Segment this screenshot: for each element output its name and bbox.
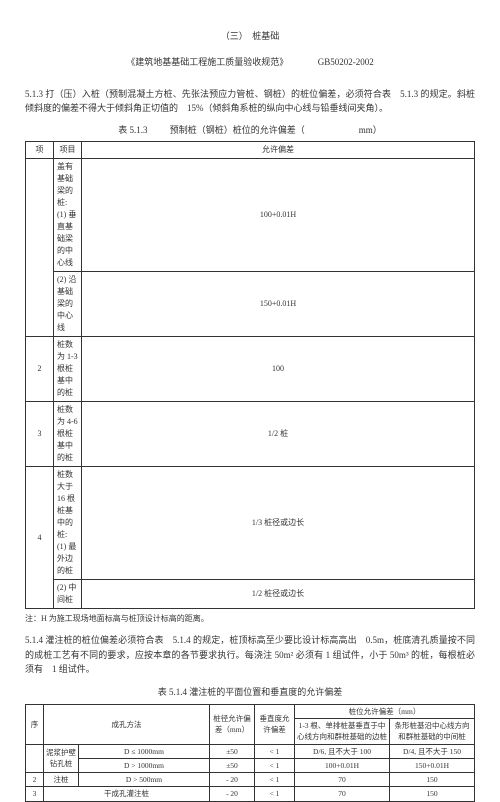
t1-cell: (2) 沿基础梁的中心线 [54, 272, 82, 337]
t1-cell: 桩数大于 16 根桩基中的桩: (1) 最外边的桩 [54, 467, 82, 580]
t2-cell: < 1 [255, 773, 295, 787]
t2-cell: ±50 [210, 758, 255, 772]
t2-head: 桩径允许偏差（mm） [210, 704, 255, 744]
t1-text: (1) 垂直基础梁的中心线 [57, 209, 78, 269]
t1-cell: 1/2 桩 [82, 402, 475, 467]
t1-cell: 1/2 桩径或边长 [82, 580, 475, 609]
spec-code: GB50202-2002 [318, 56, 374, 70]
t2-cell: 泥浆护壁钻孔桩 [44, 744, 79, 773]
t1-head-desc: 项目 [54, 142, 82, 159]
t1-cell: 100 [82, 337, 475, 402]
t2-cell: < 1 [255, 787, 295, 801]
t2-head: 成孔方法 [44, 704, 210, 744]
t1-cell: 2 [26, 337, 54, 402]
t2-cell: - 20 [210, 787, 255, 801]
t2-cell: D ≤ 1000mm [79, 744, 210, 758]
t2-cell [26, 744, 44, 773]
t1-cell: 3 [26, 402, 54, 467]
t2-cell: D/4, 且不大于 150 [390, 744, 475, 758]
t1-cell: 桩数为 4-6 根桩基中的桩 [54, 402, 82, 467]
paragraph-513: 5.1.3 打（压）入桩（预制混凝土方桩、先张法预应力管桩、钢桩）的桩位偏差，必… [25, 87, 475, 116]
t2-cell: 3 [26, 787, 44, 801]
t2-head: 条形桩基沿中心线方向和群桩基础的中间桩 [390, 719, 475, 745]
t2-cell: 150 [390, 787, 475, 801]
t2-cell: < 1 [255, 758, 295, 772]
t1-text: (1) 最外边的桩 [57, 541, 78, 577]
t1-text: 桩数大于 16 根桩基中的桩: [57, 469, 78, 541]
paragraph-514: 5.1.4 灌注桩的桩位偏差必须符合表 5.1.4 的规定，桩顶标高至少要比设计… [25, 633, 475, 676]
t1-cell: 4 [26, 467, 54, 609]
table-514: 序 成孔方法 桩径允许偏差（mm） 垂直度允许偏差 桩位允许偏差（mm） 1-3… [25, 704, 475, 802]
t1-cell [26, 159, 54, 337]
t2-head: 序 [26, 704, 44, 744]
t2-head: 垂直度允许偏差 [255, 704, 295, 744]
t2-cell: D/6, 且不大于 100 [295, 744, 390, 758]
t1-head-tol: 允许偏差 [82, 142, 475, 159]
t2-cell: 100+0.01H [295, 758, 390, 772]
t2-head: 1-3 根、单排桩基垂直于中心线方向和群桩基础的边桩 [295, 719, 390, 745]
t2-cell: - 20 [210, 773, 255, 787]
t2-cell: D > 500mm [79, 773, 210, 787]
t2-cell: 2 [26, 773, 44, 787]
t2-cell: 150+0.01H [390, 758, 475, 772]
note-513: 注：H 为施工现场地面标高与桩顶设计标高的距离。 [25, 613, 475, 625]
t1-cell: 1/3 桩径或边长 [82, 467, 475, 580]
t1-cell: 桩数为 1-3 根桩基中的桩 [54, 337, 82, 402]
t2-cell: 70 [295, 787, 390, 801]
t2-cell: < 1 [255, 744, 295, 758]
subtitle: 《建筑地基基础工程施工质量验收规范》 GB50202-2002 [25, 56, 475, 70]
table-513: 项 项目 允许偏差 盖有基础梁的桩: (1) 垂直基础梁的中心线 100+0.0… [25, 141, 475, 609]
table2-caption: 表 5.1.4 灌注桩的平面位置和垂直度的允许偏差 [25, 686, 475, 700]
t1-cell: 150+0.01H [82, 272, 475, 337]
t2-cell: ±50 [210, 744, 255, 758]
t1-cell: 100+0.01H [82, 159, 475, 272]
t1-cell: 盖有基础梁的桩: (1) 垂直基础梁的中心线 [54, 159, 82, 272]
table1-title: 预制桩（钢桩）桩位的允许偏差（ mm） [170, 124, 382, 138]
table1-number: 表 5.1.3 [118, 124, 147, 138]
t1-text: 盖有基础梁的桩: [57, 161, 78, 209]
table1-caption: 表 5.1.3 预制桩（钢桩）桩位的允许偏差（ mm） [25, 124, 475, 138]
t2-cell: 150 [390, 773, 475, 787]
t2-cell: 干成孔灌注桩 [44, 787, 210, 801]
t2-cell: D > 1000mm [79, 758, 210, 772]
t1-head-item: 项 [26, 142, 54, 159]
spec-name: 《建筑地基基础工程施工质量验收规范》 [126, 56, 288, 70]
section-title: （三） 桩基础 [25, 30, 475, 44]
t1-cell: (2) 中间桩 [54, 580, 82, 609]
t2-cell: 注桩 [44, 773, 79, 787]
t2-cell: 70 [295, 773, 390, 787]
